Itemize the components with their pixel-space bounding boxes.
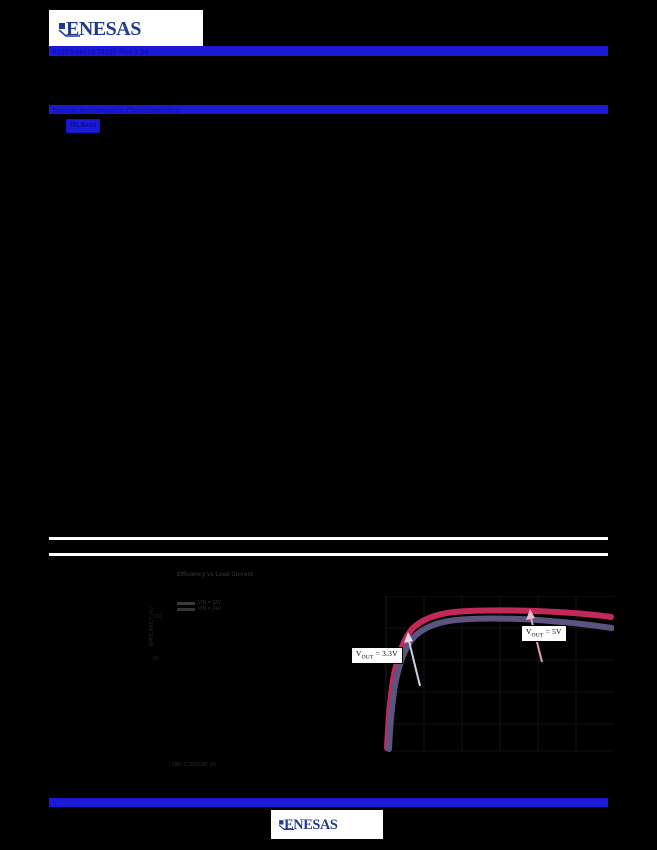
annotation-vout-3v3-prefix: V [356,649,362,658]
annotation-vout-3v3-suffix: = 3.3V [373,649,398,658]
figure-title: Efficiency vs Load Current [177,572,254,578]
legend-item-1: VIN = 24V [177,606,221,612]
legend-label-1: VIN = 24V [198,606,221,612]
chart-plot-area [364,596,614,756]
y-tick-80: 80 [153,656,159,662]
header-bar-text: R11DSxxxxEJ0100 Rev.1.00 [52,49,149,56]
efficiency-figure: Efficiency vs Load Current VIN = 12V VIN… [49,556,614,792]
chart-legend: VIN = 12V VIN = 24V [177,600,239,612]
section-divider [49,537,608,556]
x-axis-label: LOAD CURRENT (A) [169,762,217,768]
legend-item-0: VIN = 12V [177,600,221,606]
renesas-logo-header: ENESAS [49,10,203,47]
annotation-vout-5v-sub: OUT [531,632,544,639]
section-rule [49,105,608,114]
footer-rule [49,798,608,807]
annotation-vout-3v3: VOUT = 3.3V [351,647,403,664]
chart-svg [384,596,614,752]
legend-swatch-0 [177,601,195,605]
annotation-vout-5v-suffix: = 5V [543,627,562,636]
annotation-vout-5v-prefix: V [526,627,532,636]
y-tick-100: 100 [153,614,162,620]
header-rule [49,46,608,56]
section-bar-text: Typical Performance Characteristics [52,108,180,115]
legend-label-0: VIN = 12V [198,600,221,606]
part-number-chip: ISL8xxx [66,119,101,133]
annotation-vout-5v: VOUT = 5V [521,625,567,642]
legend-swatch-1 [177,607,195,611]
leader-arrow-3v3 [404,632,421,687]
y-axis-label: EFFICIENCY (%) [149,607,155,646]
x-tick-0: 0 [175,761,178,767]
renesas-logo-footer: ENESAS [271,810,383,839]
svg-text:ENESAS: ENESAS [284,817,338,833]
series-vout-3v3 [386,615,614,752]
svg-text:ENESAS: ENESAS [66,18,141,40]
annotation-vout-3v3-sub: OUT [361,654,374,661]
